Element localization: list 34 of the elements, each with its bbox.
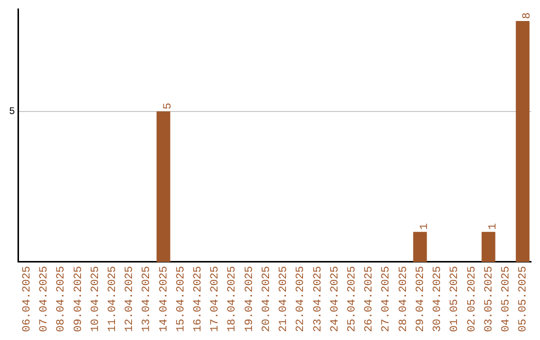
x-tick-label: 14.04.2025 [158,266,170,332]
x-tick-label: 25.04.2025 [346,266,358,332]
data-label: 5 [162,102,174,110]
x-tick-label: 24.04.2025 [329,266,342,332]
x-tick-label: 29.04.2025 [414,266,427,332]
x-tick-label: 07.04.2025 [38,266,51,332]
data-label: 8 [522,12,534,20]
x-tick-label: 30.04.2025 [432,266,444,332]
x-tick-label: 05.05.2025 [518,266,530,332]
x-tick-label: 20.04.2025 [260,266,273,332]
x-tick-label: 26.04.2025 [364,266,376,332]
x-tick-label: 12.04.2025 [124,266,136,332]
x-tick-label: 18.04.2025 [226,266,239,332]
x-tick-label: 13.04.2025 [141,266,154,332]
x-tick-label: 03.05.2025 [483,266,496,332]
x-tick-label: 01.05.2025 [449,266,462,332]
x-tick-label: 27.04.2025 [380,266,393,332]
x-tick-label: 15.04.2025 [175,266,188,332]
x-tick-label: 08.04.2025 [56,266,68,332]
x-tick-label: 04.05.2025 [500,266,512,332]
x-tick-label: 17.04.2025 [210,266,222,332]
x-tick-label: 28.04.2025 [398,266,410,332]
x-tick-label: 16.04.2025 [192,266,205,332]
x-tick-label: 19.04.2025 [244,266,256,332]
x-tick-label: 10.04.2025 [90,266,102,332]
x-tick-label: 21.04.2025 [278,266,290,332]
x-tick-label: 11.04.2025 [106,266,119,332]
x-tick-label: 09.04.2025 [72,266,85,332]
x-tick-label: 02.05.2025 [466,266,478,332]
x-tick-label: 23.04.2025 [312,266,324,332]
data-label: 1 [487,222,500,230]
x-tick-label: 22.04.2025 [295,266,308,332]
x-tick-label: 06.04.2025 [21,266,34,332]
data-label: 1 [418,222,431,230]
